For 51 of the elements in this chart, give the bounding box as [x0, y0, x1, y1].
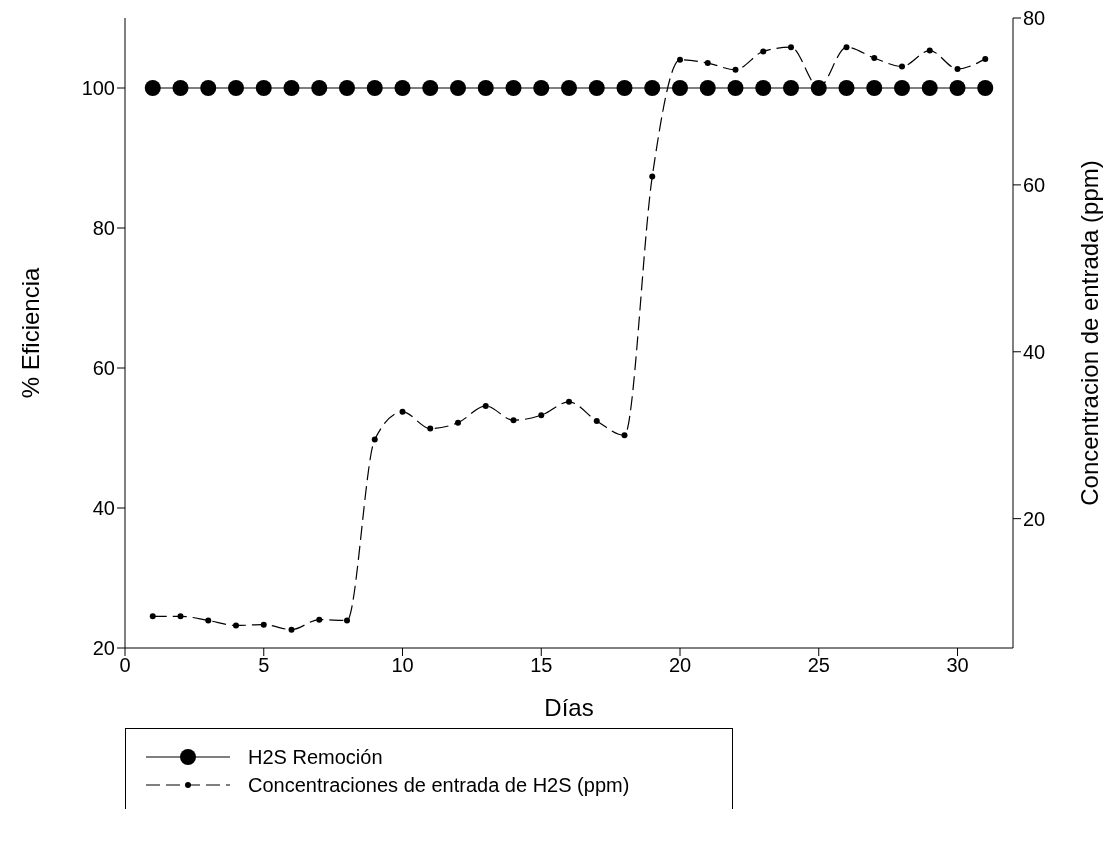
point: [316, 616, 323, 623]
y-tick-label: 40: [92, 497, 115, 520]
point: [510, 417, 517, 424]
point: [149, 613, 156, 620]
x-tick-label: 0: [119, 654, 131, 677]
point: [482, 403, 489, 410]
point: [288, 626, 295, 633]
y2-tick-label: 20: [1023, 507, 1046, 530]
x-tick-label: 30: [946, 654, 969, 677]
point: [899, 63, 905, 70]
point: [538, 412, 545, 419]
y2-tick-label: 40: [1023, 340, 1046, 363]
point: [455, 419, 461, 426]
point: [704, 60, 711, 67]
point: [677, 56, 683, 63]
x-tick-label: 10: [391, 654, 414, 677]
x-tick-label: 15: [530, 654, 553, 677]
point: [954, 65, 961, 72]
y2-tick-label: 60: [1023, 173, 1046, 196]
x-axis-title: Días: [544, 694, 594, 721]
x-tick-label: 25: [807, 654, 830, 677]
y2-tick-label: 80: [1023, 7, 1046, 30]
point: [371, 436, 378, 443]
point: [593, 418, 600, 425]
point: [871, 55, 878, 62]
y2-axis-title: Concentracion de entrada (ppm): [1075, 160, 1103, 506]
point: [427, 425, 434, 432]
point: [344, 617, 350, 624]
legend-label: H2S Remoción: [248, 745, 383, 769]
x-tick-label: 20: [668, 654, 692, 677]
legend-label: Concentraciones de entrada de H2S (ppm): [248, 773, 630, 797]
point: [260, 621, 267, 628]
point: [649, 173, 656, 180]
point: [788, 44, 794, 51]
point: [233, 622, 239, 629]
point: [843, 44, 850, 51]
x-tick-label: 5: [258, 654, 270, 677]
point: [205, 617, 212, 624]
point: [926, 47, 933, 54]
point: [760, 48, 767, 55]
y-tick-label: 100: [81, 77, 115, 100]
point: [177, 613, 184, 620]
point: [732, 66, 739, 73]
y-tick-label: 20: [92, 637, 115, 660]
y-axis-title: % Eficiencia: [16, 266, 44, 399]
point: [621, 432, 628, 439]
point: [399, 408, 406, 415]
point: [982, 55, 989, 62]
y-tick-label: 80: [92, 217, 115, 240]
y-tick-label: 60: [92, 357, 115, 380]
point: [566, 398, 572, 405]
